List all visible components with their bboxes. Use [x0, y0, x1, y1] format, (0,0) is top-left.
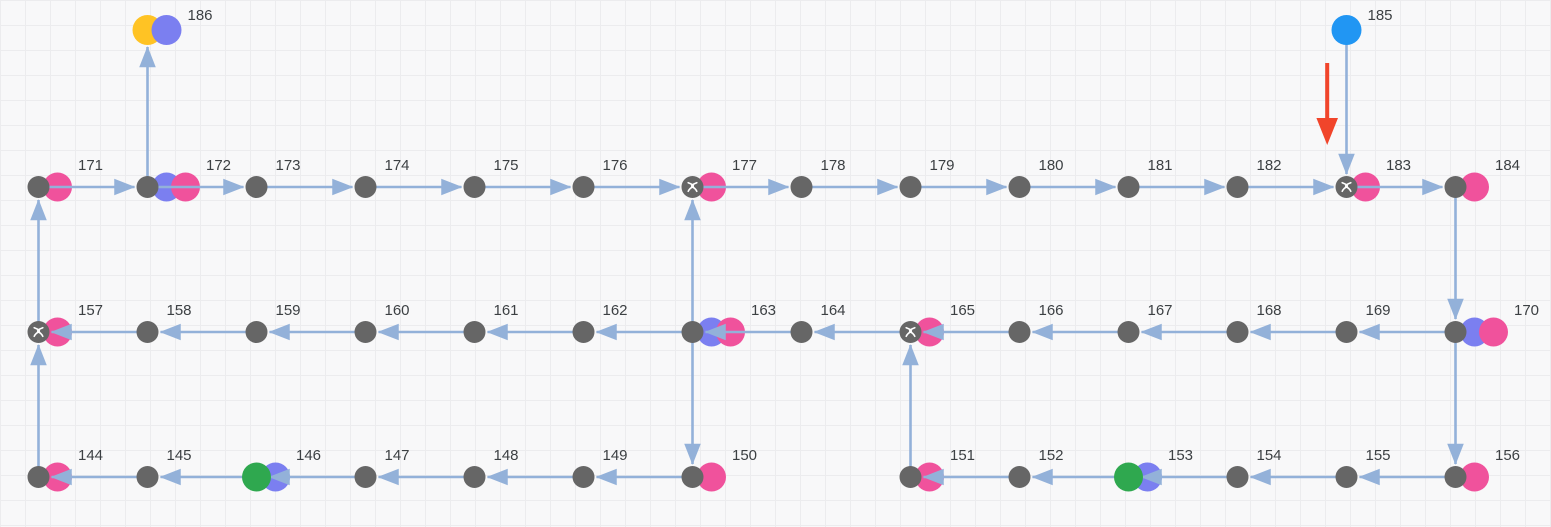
svg-text:183: 183 [1386, 157, 1411, 174]
svg-text:149: 149 [603, 447, 628, 464]
svg-text:151: 151 [950, 447, 975, 464]
svg-text:145: 145 [167, 447, 192, 464]
svg-text:150: 150 [732, 447, 757, 464]
svg-text:159: 159 [276, 302, 301, 319]
svg-text:178: 178 [821, 157, 846, 174]
svg-text:171: 171 [78, 157, 103, 174]
svg-text:144: 144 [78, 447, 103, 464]
svg-text:170: 170 [1514, 302, 1539, 319]
svg-text:153: 153 [1168, 447, 1193, 464]
svg-text:175: 175 [494, 157, 519, 174]
svg-text:166: 166 [1039, 302, 1064, 319]
svg-text:146: 146 [296, 447, 321, 464]
svg-text:169: 169 [1366, 302, 1391, 319]
svg-text:160: 160 [385, 302, 410, 319]
svg-text:147: 147 [385, 447, 410, 464]
svg-text:173: 173 [276, 157, 301, 174]
svg-text:155: 155 [1366, 447, 1391, 464]
svg-text:156: 156 [1495, 447, 1520, 464]
svg-text:182: 182 [1257, 157, 1282, 174]
svg-text:162: 162 [603, 302, 628, 319]
svg-text:158: 158 [167, 302, 192, 319]
svg-text:180: 180 [1039, 157, 1064, 174]
svg-text:185: 185 [1368, 7, 1393, 24]
svg-text:161: 161 [494, 302, 519, 319]
svg-text:174: 174 [385, 157, 410, 174]
svg-text:177: 177 [732, 157, 757, 174]
svg-text:148: 148 [494, 447, 519, 464]
svg-text:186: 186 [188, 7, 213, 24]
svg-text:168: 168 [1257, 302, 1282, 319]
svg-text:179: 179 [930, 157, 955, 174]
svg-text:163: 163 [751, 302, 776, 319]
svg-text:184: 184 [1495, 157, 1520, 174]
svg-text:167: 167 [1148, 302, 1173, 319]
svg-text:164: 164 [821, 302, 846, 319]
svg-text:172: 172 [206, 157, 231, 174]
svg-text:152: 152 [1039, 447, 1064, 464]
svg-text:154: 154 [1257, 447, 1282, 464]
svg-text:165: 165 [950, 302, 975, 319]
svg-text:181: 181 [1148, 157, 1173, 174]
svg-text:176: 176 [603, 157, 628, 174]
svg-text:157: 157 [78, 302, 103, 319]
